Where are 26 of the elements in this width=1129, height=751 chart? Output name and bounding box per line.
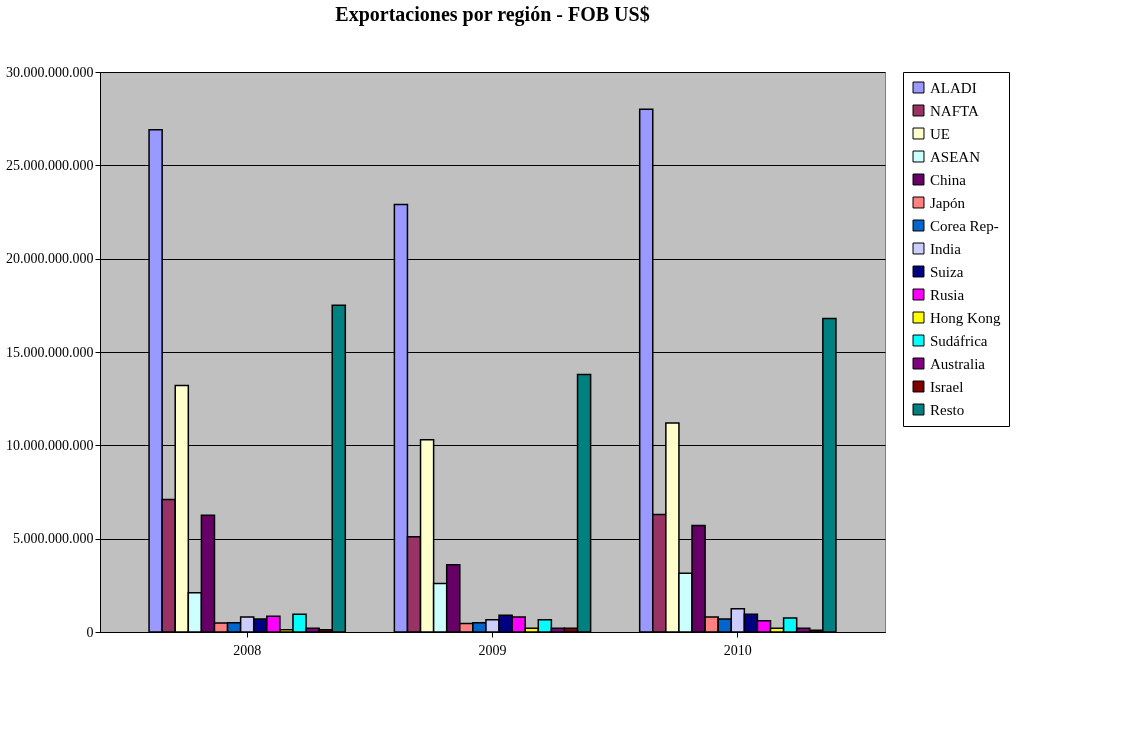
legend-label: China [930,171,967,188]
legend-label: ALADI [930,79,977,96]
legend-label: Sudáfrica [930,332,988,349]
legend-label: Corea Rep- [930,217,999,234]
legend-label: UE [930,125,950,142]
y-tick-label: 20.000.000.000 [6,251,94,267]
legend-label: India [930,240,962,257]
legend-label: ASEAN [930,148,981,165]
y-tick-label: 0 [86,624,94,640]
legend-label: Resto [930,401,965,418]
y-tick-label: 5.000.000.000 [13,531,94,547]
y-tick-label: 10.000.000.000 [6,437,94,453]
x-tick-label: 2009 [478,642,507,658]
x-tick-label: 2010 [723,642,752,658]
legend-label: Hong Kong [930,309,1001,326]
y-tick-label: 15.000.000.000 [6,344,94,360]
legend-label: Australia [930,355,986,372]
legend-label: Israel [930,378,964,395]
legend-label: Japón [930,194,966,211]
chart-title: Exportaciones por región - FOB US$ [335,3,650,26]
x-tick-label: 2008 [233,642,262,658]
y-tick-label: 30.000.000.000 [6,64,94,80]
legend-label: Suiza [930,263,964,280]
y-tick-label: 25.000.000.000 [6,157,94,173]
legend-label: NAFTA [930,102,979,119]
legend-label: Rusia [930,286,965,303]
